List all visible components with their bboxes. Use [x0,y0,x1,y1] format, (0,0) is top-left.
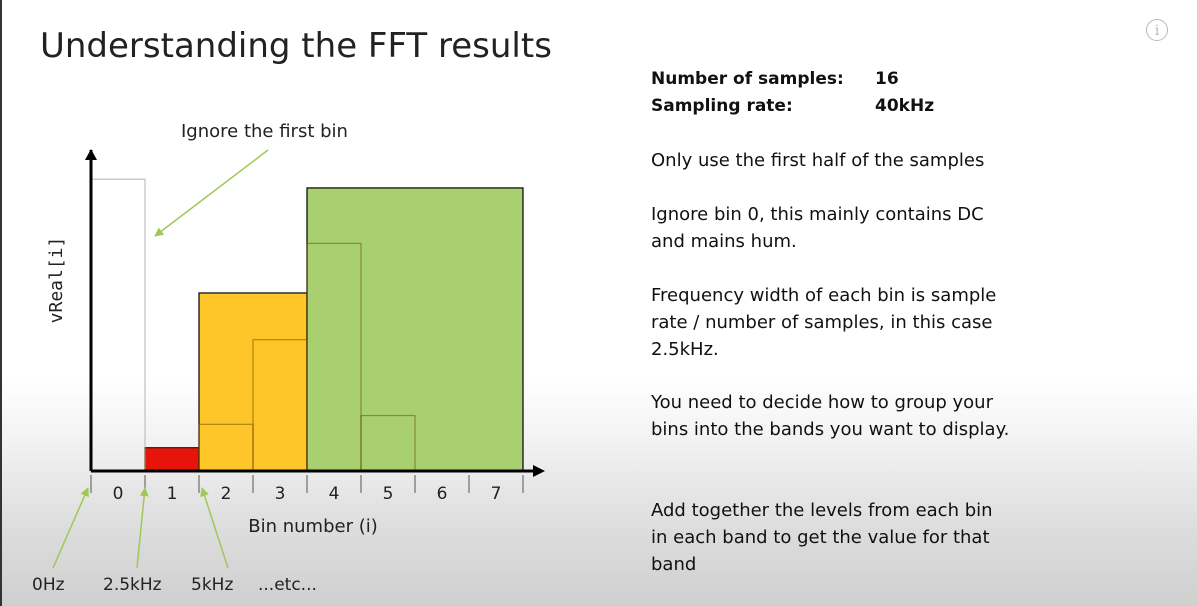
stat-value-rate: 40kHz [875,96,935,116]
arrow-ignore-first-bin [154,149,269,237]
slide-left-border [0,0,2,606]
bin-bar-0 [90,178,146,472]
x-axis-label: Bin number (i) [248,516,378,537]
x-tick-label-4: 4 [329,484,340,504]
note-bin-width: Frequency width of each bin is sample ra… [651,285,997,360]
note-grouping: You need to decide how to group your bin… [651,392,1010,440]
y-axis-label: vReal[i] [46,237,67,324]
note-add-levels: Add together the levels from each bin in… [651,500,993,575]
stat-value-samples: 16 [875,69,899,89]
arrow-2-5khz [136,487,149,569]
freq-label-1: 2.5kHz [103,575,162,595]
x-axis-arrowhead [533,465,545,477]
freq-label-0: 0Hz [32,575,65,595]
x-tick-label-2: 2 [221,484,232,504]
x-tick-label-1: 1 [167,484,178,504]
stat-label-samples: Number of samples: [651,69,844,89]
x-tick-label-3: 3 [275,484,286,504]
arrow-0hz [52,487,89,569]
stat-label-rate: Sampling rate: [651,96,793,116]
x-tick-label-6: 6 [437,484,448,504]
x-tick-label-5: 5 [383,484,394,504]
x-tick-label-0: 0 [113,484,124,504]
freq-label-2: 5kHz [191,575,233,595]
y-axis-arrowhead [85,149,97,160]
note-ignore-bin0: Ignore bin 0, this mainly contains DC an… [651,204,984,252]
band-bar-0 [144,447,200,472]
freq-label-3: ...etc... [258,575,317,595]
note-first-half: Only use the first half of the samples [651,150,985,171]
ignore-first-bin-label: Ignore the first bin [181,121,348,142]
x-tick-label-7: 7 [491,484,502,504]
arrow-5khz [200,487,229,569]
slide-title: Understanding the FFT results [40,26,552,66]
info-icon[interactable]: i [1146,19,1168,41]
